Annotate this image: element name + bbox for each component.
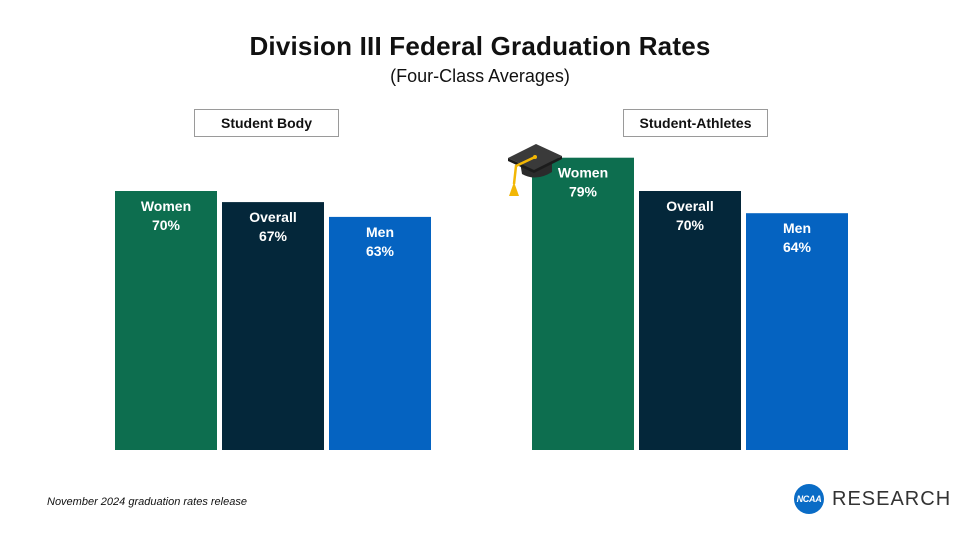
bar-value-label-student-body-overall: 67% [259,228,288,244]
graduation-cap-icon [508,144,562,196]
bar-student-body-men [329,216,431,450]
chart-subtitle: (Four-Class Averages) [390,66,570,86]
logo-wordmark: RESEARCH [832,487,952,510]
bar-category-label-student-body-women: Women [141,198,191,214]
bar-student-body-women [115,191,217,450]
bar-category-label-student-body-men: Men [366,224,394,240]
bar-student-body-overall [222,202,324,450]
bar-student-athletes-men [746,213,848,450]
ncaa-research-logo: NCAA RESEARCH [794,484,951,514]
bar-category-label-student-body-overall: Overall [249,209,296,225]
footnote: November 2024 graduation rates release [47,496,247,508]
bar-student-athletes-overall [639,191,741,450]
group-label-student-body: Student Body [194,109,339,137]
bar-value-label-student-athletes-women: 79% [569,184,598,200]
bar-category-label-student-athletes-men: Men [783,220,811,236]
group-label-student-athletes: Student-Athletes [623,109,768,137]
bar-value-label-student-athletes-overall: 70% [676,217,705,233]
bar-category-label-student-athletes-overall: Overall [666,198,713,214]
chart-title: Division III Federal Graduation Rates [249,31,711,61]
bar-category-label-student-athletes-women: Women [558,165,608,181]
bar-value-label-student-body-women: 70% [152,217,181,233]
bar-value-label-student-body-men: 63% [366,243,395,259]
ncaa-logo-badge: NCAA [794,484,824,514]
bar-value-label-student-athletes-men: 64% [783,239,812,255]
bar-student-athletes-women [532,157,634,450]
